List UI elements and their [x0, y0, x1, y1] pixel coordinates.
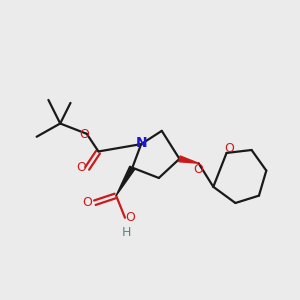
Text: H: H — [122, 226, 131, 239]
Text: O: O — [224, 142, 234, 155]
Text: O: O — [194, 163, 203, 176]
Text: O: O — [82, 196, 92, 209]
Text: O: O — [80, 128, 89, 141]
Text: O: O — [76, 161, 86, 174]
Polygon shape — [116, 166, 135, 196]
Polygon shape — [179, 156, 199, 163]
Text: O: O — [125, 211, 135, 224]
Text: N: N — [135, 136, 147, 150]
